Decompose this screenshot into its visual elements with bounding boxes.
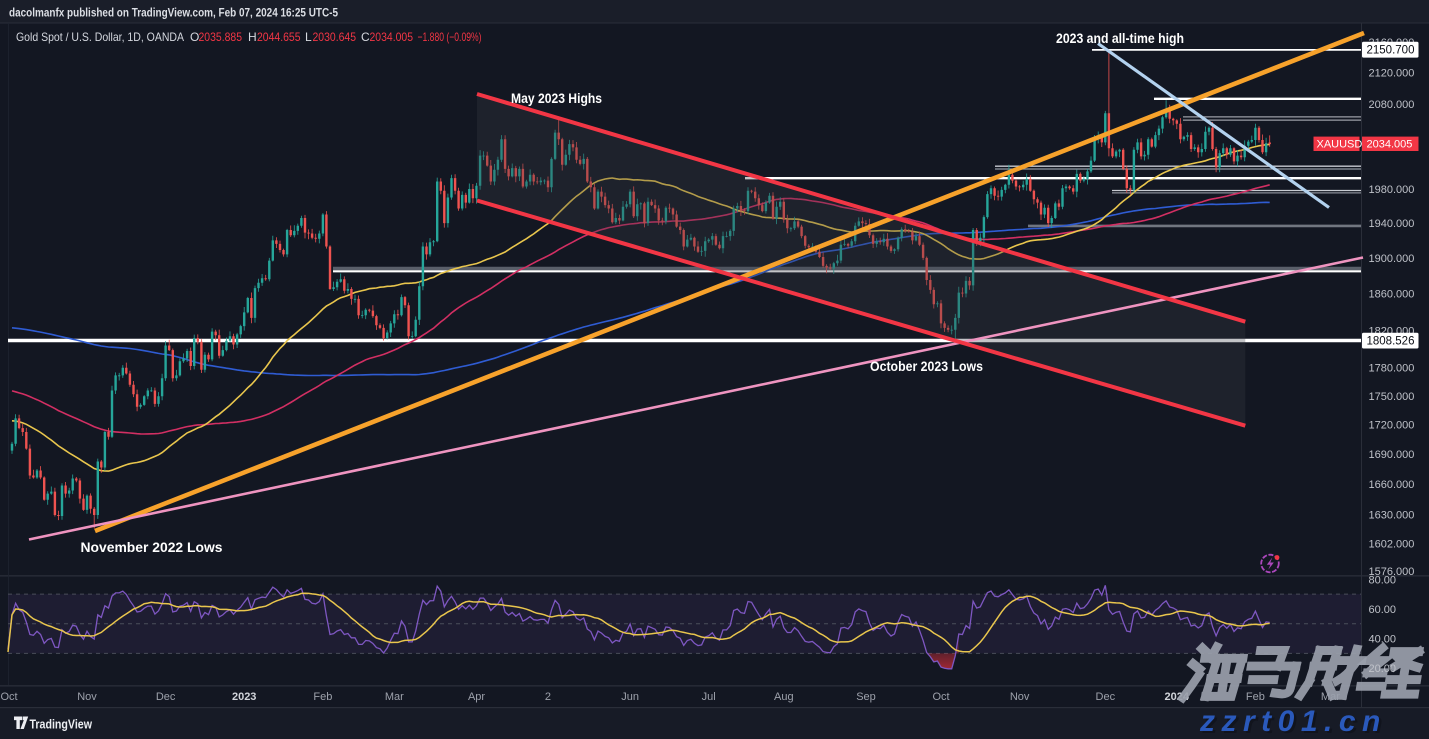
- svg-text:May 2023 Highs: May 2023 Highs: [511, 91, 602, 106]
- svg-text:1576.000: 1576.000: [1369, 566, 1415, 578]
- svg-text:November 2022 Lows: November 2022 Lows: [81, 540, 223, 555]
- svg-text:2034.005: 2034.005: [370, 30, 414, 44]
- svg-text:Feb: Feb: [313, 691, 332, 703]
- svg-text:Gold Spot / U.S. Dollar, 1D, O: Gold Spot / U.S. Dollar, 1D, OANDA: [16, 30, 184, 44]
- svg-text:Dec: Dec: [156, 691, 176, 703]
- svg-text:1808.526: 1808.526: [1367, 336, 1415, 348]
- svg-text:2120.000: 2120.000: [1369, 68, 1415, 80]
- svg-text:1980.000: 1980.000: [1369, 184, 1415, 196]
- svg-text:Apr: Apr: [468, 691, 485, 703]
- svg-text:2080.000: 2080.000: [1369, 99, 1415, 111]
- svg-text:2044.655: 2044.655: [257, 30, 301, 44]
- svg-text:20.00: 20.00: [1369, 663, 1397, 675]
- svg-text:40.00: 40.00: [1369, 634, 1397, 646]
- svg-text:O: O: [190, 30, 199, 44]
- svg-text:2023: 2023: [232, 691, 256, 703]
- svg-text:−1.880 (−0.09%): −1.880 (−0.09%): [418, 30, 482, 44]
- svg-text:2030.645: 2030.645: [313, 30, 357, 44]
- svg-text:Aug: Aug: [774, 691, 794, 703]
- svg-text:2034.005: 2034.005: [1367, 139, 1413, 151]
- svg-text:zzrt01.cn: zzrt01.cn: [1202, 707, 1390, 739]
- svg-text:60.00: 60.00: [1369, 604, 1397, 616]
- svg-text:dacolmanfx published on Tradin: dacolmanfx published on TradingView.com,…: [9, 6, 338, 20]
- svg-text:1630.000: 1630.000: [1369, 510, 1415, 522]
- svg-text:1860.000: 1860.000: [1369, 289, 1415, 301]
- svg-text:zzrt01.cn: zzrt01.cn: [1199, 705, 1387, 738]
- svg-text:1690.000: 1690.000: [1369, 449, 1415, 461]
- svg-text:L: L: [305, 30, 312, 44]
- svg-text:80.00: 80.00: [1369, 574, 1397, 586]
- svg-text:Dec: Dec: [1096, 691, 1116, 703]
- svg-text:Jul: Jul: [702, 691, 716, 703]
- svg-text:TradingView: TradingView: [30, 717, 93, 732]
- svg-text:Oct: Oct: [932, 691, 949, 703]
- svg-text:Mar: Mar: [385, 691, 404, 703]
- svg-text:H: H: [248, 30, 257, 44]
- svg-text:Nov: Nov: [1010, 691, 1030, 703]
- svg-text:Nov: Nov: [77, 691, 97, 703]
- svg-text:Jun: Jun: [621, 691, 639, 703]
- svg-text:1750.000: 1750.000: [1369, 391, 1415, 403]
- svg-text:1720.000: 1720.000: [1369, 420, 1415, 432]
- svg-text:1660.000: 1660.000: [1369, 479, 1415, 491]
- svg-text:1940.000: 1940.000: [1369, 218, 1415, 230]
- svg-text:2: 2: [545, 691, 551, 703]
- svg-text:1602.000: 1602.000: [1369, 539, 1415, 551]
- svg-text:Feb: Feb: [1246, 691, 1265, 703]
- svg-text:2023 and all-time high: 2023 and all-time high: [1056, 31, 1184, 46]
- svg-text:Sep: Sep: [856, 691, 876, 703]
- svg-text:1900.000: 1900.000: [1369, 253, 1415, 265]
- svg-text:October 2023 Lows: October 2023 Lows: [870, 359, 983, 374]
- svg-text:Oct: Oct: [0, 691, 17, 703]
- svg-text:XAUUSD: XAUUSD: [1317, 139, 1363, 151]
- svg-text:1780.000: 1780.000: [1369, 362, 1415, 374]
- svg-text:C: C: [361, 30, 370, 44]
- svg-text:2035.885: 2035.885: [199, 30, 243, 44]
- svg-text:2150.700: 2150.700: [1367, 45, 1415, 57]
